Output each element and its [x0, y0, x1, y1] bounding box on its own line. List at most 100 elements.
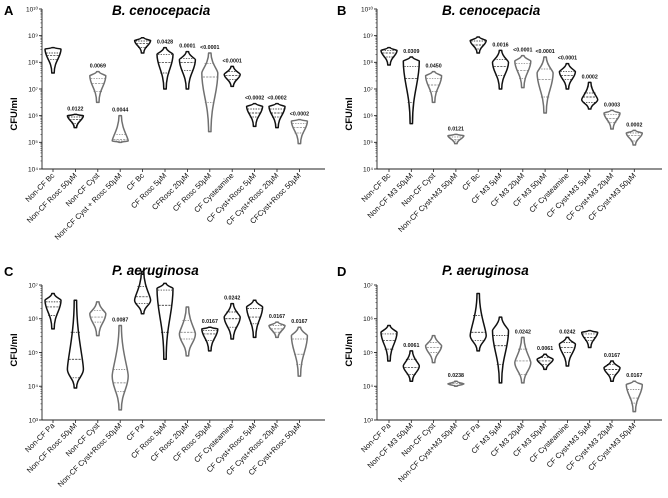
y-tick-label: 10⁵: [363, 350, 373, 357]
p-value-label: <0.0001: [200, 45, 219, 51]
y-tick-label: 10⁵: [28, 140, 38, 147]
p-value-label: 0.0061: [403, 343, 419, 349]
y-tick-label: 10⁴: [28, 384, 38, 391]
y-tick-label: 10⁹: [363, 33, 373, 40]
p-value-label: 0.0167: [604, 353, 620, 359]
y-tick-label: 10⁷: [28, 282, 38, 289]
panel-a: A B. cenocepacia CFU/ml 10⁴ 10⁵ 10⁶ 10⁷ 10⁸ 1…: [4, 3, 325, 242]
y-tick-label: 10⁶: [363, 113, 373, 120]
panel-a-letter: A: [4, 3, 14, 18]
panel-d: D P. aeruginosa CFU/ml 10³10⁴10⁵10⁶10⁷No…: [337, 263, 662, 484]
panel-b-letter: B: [337, 3, 346, 18]
y-tick-label: 10⁴: [28, 166, 38, 173]
y-tick-label: 10⁸: [363, 60, 373, 67]
y-tick-label: 10⁵: [28, 350, 38, 357]
violin-shape: [603, 109, 621, 130]
panel-c: C P. aeruginosa CFU/ml 10³10⁴10⁵10⁶10⁷No…: [4, 263, 325, 489]
violin-shape: [268, 321, 286, 339]
y-tick-label: 10⁷: [363, 282, 373, 289]
p-value-label: 0.0061: [537, 346, 553, 352]
violin-shape: [447, 380, 465, 387]
p-value-label: <0.0001: [223, 58, 242, 64]
panel-b: B B. cenocepacia CFU/ml 10⁴ 10⁵ 10⁶ 10⁷ 10⁸ 1…: [337, 3, 662, 234]
p-value-label: 0.0003: [604, 102, 620, 108]
p-value-label: 0.0242: [224, 296, 240, 302]
y-tick-label: 10⁷: [28, 86, 38, 93]
y-tick-label: 10⁹: [28, 33, 38, 40]
violin-shape: [89, 301, 107, 337]
panel-d-title: P. aeruginosa: [442, 263, 529, 278]
p-value-label: 0.0242: [515, 329, 531, 335]
y-tick-label: 10⁶: [28, 113, 38, 120]
p-value-label: <0.0001: [558, 56, 577, 62]
p-value-label: 0.0238: [448, 373, 464, 379]
violin-shape: [402, 350, 421, 382]
p-value-label: 0.0167: [202, 319, 218, 325]
violin-shape: [44, 46, 62, 74]
panel-b-title: B. cenocepacia: [442, 3, 541, 18]
violin-shape: [133, 37, 152, 54]
violin-shape: [558, 336, 577, 367]
violin-shape: [491, 316, 510, 384]
p-value-label: 0.0167: [626, 373, 642, 379]
violin-shape: [201, 326, 219, 352]
y-tick-label: 10³: [29, 417, 39, 424]
violin-shape: [625, 380, 644, 413]
violin-shape: [111, 324, 129, 411]
p-value-label: <0.0001: [535, 49, 554, 55]
violin-shape: [380, 324, 398, 362]
violin-shape: [245, 299, 264, 339]
violin-shape: [133, 270, 152, 315]
violin-shape: [223, 302, 241, 340]
violin-shape: [514, 336, 532, 384]
p-value-label: 0.0309: [403, 49, 419, 55]
p-value-label: 0.0450: [425, 64, 441, 70]
panel-a-title: B. cenocepacia: [112, 3, 211, 18]
y-tick-label: 10⁶: [28, 316, 38, 323]
violin-shape: [491, 49, 510, 90]
violin-shape: [625, 129, 644, 146]
violin-shape: [89, 70, 107, 104]
p-value-label: 0.0167: [291, 319, 307, 325]
violin-shape: [245, 102, 264, 128]
p-value-label: 0.0121: [448, 126, 464, 132]
violin-shape: [223, 65, 241, 88]
violin-shape: [290, 118, 309, 145]
violin-shape: [111, 114, 129, 144]
violin-shape: [469, 36, 487, 54]
violin-shape: [156, 46, 174, 90]
violin-shape: [380, 46, 398, 66]
y-tick-label: 10⁷: [363, 86, 373, 93]
p-value-label: 0.0016: [492, 42, 508, 48]
panel-d-letter: D: [337, 264, 346, 279]
p-value-label: <0.0002: [245, 96, 264, 102]
y-tick-label: 10⁴: [363, 166, 373, 173]
p-value-label: 0.0167: [269, 314, 285, 320]
violin-shape: [536, 353, 554, 371]
violin-shape: [536, 56, 554, 114]
panel-d-ylabel: CFU/ml: [344, 333, 355, 366]
violin-shape: [424, 334, 443, 364]
y-tick-label: 10⁴: [363, 384, 373, 391]
violin-shape: [66, 113, 85, 129]
violin-shape: [469, 292, 487, 352]
violin-shape: [156, 282, 174, 360]
violin-shape: [558, 62, 577, 90]
y-tick-label: 10³: [364, 417, 374, 424]
violin-shape: [402, 56, 421, 125]
p-value-label: 0.0428: [157, 40, 173, 46]
violin-shape: [447, 133, 465, 145]
panel-c-title: P. aeruginosa: [112, 263, 199, 278]
violin-shape: [580, 329, 599, 349]
p-value-label: 0.0002: [582, 74, 598, 80]
y-tick-label: 10¹⁰: [361, 5, 373, 13]
p-value-label: <0.0002: [267, 96, 286, 102]
p-value-label: 0.0122: [67, 106, 83, 112]
panel-b-ylabel: CFU/ml: [344, 97, 355, 130]
y-tick-label: 10¹⁰: [26, 5, 38, 13]
p-value-label: 0.0044: [112, 108, 128, 114]
p-value-label: 0.0001: [179, 44, 195, 50]
